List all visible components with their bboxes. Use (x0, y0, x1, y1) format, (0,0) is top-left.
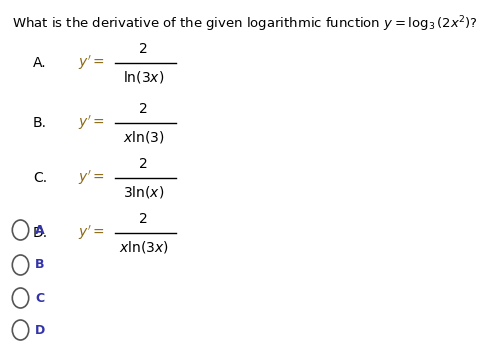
Text: $\ln(3x)$: $\ln(3x)$ (123, 69, 164, 85)
Text: 2: 2 (139, 212, 148, 226)
Text: A: A (36, 224, 45, 237)
Text: D.: D. (33, 226, 48, 240)
Text: 2: 2 (139, 42, 148, 56)
Text: C.: C. (33, 171, 47, 185)
Text: $x\ln(3x)$: $x\ln(3x)$ (118, 239, 168, 255)
Text: C: C (36, 292, 44, 305)
Text: B: B (36, 258, 45, 272)
Text: D: D (36, 324, 46, 336)
Text: 2: 2 (139, 102, 148, 116)
Text: B.: B. (33, 116, 47, 130)
Text: 2: 2 (139, 157, 148, 171)
Text: $y' =$: $y' =$ (78, 54, 105, 72)
Text: What is the derivative of the given logarithmic function $y = \log_3(2x^2)$?: What is the derivative of the given loga… (12, 14, 478, 33)
Text: $x\ln(3)$: $x\ln(3)$ (122, 129, 164, 145)
Text: $y' =$: $y' =$ (78, 169, 105, 187)
Text: $y' =$: $y' =$ (78, 114, 105, 132)
Text: $3\ln(x)$: $3\ln(x)$ (123, 184, 164, 200)
Text: A.: A. (33, 56, 46, 70)
Text: $y' =$: $y' =$ (78, 224, 105, 242)
